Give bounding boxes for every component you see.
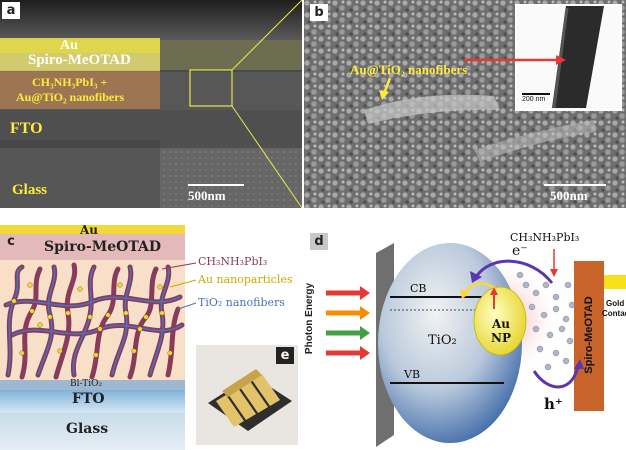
- panel-a-background: [0, 0, 302, 208]
- schematic-au-layer: [0, 225, 185, 234]
- perovskite-layer-label-1: CH₃NH₃PbI₃ +: [32, 75, 108, 89]
- perovskite-layer-highlight: [0, 71, 160, 109]
- tio2-label: TiO₂: [428, 333, 457, 348]
- legend-perovskite-label: CH₃NH₃PbI₃: [198, 255, 268, 268]
- gold-contact-label-1: Gold: [606, 299, 625, 308]
- vb-label: VB: [404, 368, 421, 381]
- gold-contact-label-2: Contact: [602, 309, 626, 318]
- device-photo-inset: [196, 345, 298, 445]
- spiro-meotad-bar: [574, 261, 604, 411]
- tem-inset-scale-label: 200 nm: [522, 96, 546, 103]
- panel-a-scale-label: 500nm: [188, 188, 226, 203]
- tio2-nf-pointer: [177, 302, 197, 310]
- legend-au-np-label: Au nanoparticles: [198, 273, 293, 286]
- zoom-line-bottom: [231, 105, 302, 208]
- schematic-spiro-layer: [0, 234, 185, 260]
- glass-layer-label: Glass: [12, 182, 48, 198]
- spiro-layer-highlight: [0, 53, 160, 71]
- legend-tio2-nf-label: TiO₂ nanofibers: [198, 296, 285, 309]
- nanofiber-label: Au@TiO₂ nanofibers: [350, 62, 468, 77]
- zoom-line-top: [231, 0, 302, 71]
- panel-b-sem-nanofibers: b Au@TiO₂ nanofibers 200 nm 500nm: [304, 0, 626, 208]
- spiro-layer-label: Spiro-MeOTAD: [28, 52, 131, 68]
- panel-e-letter: e: [276, 347, 294, 364]
- schematic-bl-tio2-label: Bl-TiO₂: [70, 379, 103, 389]
- au-nanoparticle: [473, 286, 527, 356]
- schematic-glass-layer: [0, 413, 185, 450]
- au-np-label-1: Au: [492, 317, 511, 331]
- schematic-spiro-label: Spiro-MeOTAD: [44, 239, 161, 255]
- au-nanoparticles: [11, 282, 173, 358]
- perovskite-pointer: [161, 262, 197, 270]
- cb-label: CB: [410, 282, 427, 295]
- schematic-fto-layer: [0, 390, 185, 413]
- panel-b-background: [304, 0, 626, 208]
- spiro-label-d: Spiro-MeOTAD: [583, 296, 595, 374]
- panel-b-letter: b: [310, 4, 328, 21]
- panel-b-scale-bar: [544, 184, 606, 186]
- panel-a-sem-cross-section: a Au Spiro-MeOTAD CH₃NH₃PbI₃ + Au@TiO₂ n…: [0, 0, 302, 208]
- electron-transfer-arrow: [474, 259, 554, 284]
- hole-transfer-arrow: [532, 364, 580, 389]
- panel-d-letter: d: [310, 233, 328, 250]
- perovskite-particles: [516, 271, 576, 371]
- zoom-region-box: [189, 69, 233, 107]
- panel-b-scale-label: 500nm: [550, 188, 588, 203]
- fto-layer-label: FTO: [10, 120, 43, 137]
- panel-d-diagram: [326, 243, 626, 447]
- hole-label: h⁺: [544, 395, 563, 413]
- au-np-pointer: [169, 279, 197, 288]
- gold-contact-bar: [604, 275, 626, 289]
- schematic-glass-label: Glass: [66, 421, 109, 437]
- photon-arrows: [326, 286, 370, 360]
- panel-c-device-schematic: c Au Spiro-MeOTAD Bl-TiO₂ FTO Glass CH₃N…: [0, 225, 300, 450]
- panel-d-band-diagram: d Photon Energy CB TiO₂ VB Au NP CH₃NH₃P…: [304, 225, 626, 450]
- electron-label: e⁻: [512, 243, 528, 259]
- au-layer-label: Au: [60, 38, 78, 53]
- schematic-fto-label: FTO: [72, 391, 105, 407]
- panel-a-scale-bar: [188, 184, 244, 186]
- perovskite-layer-label-2: Au@TiO₂ nanofibers: [16, 90, 125, 104]
- perovskite-label-d: CH₃NH₃PbI₃: [510, 231, 580, 244]
- panel-a-letter: a: [2, 2, 20, 19]
- schematic-au-label: Au: [80, 225, 99, 237]
- au-layer-highlight: [0, 38, 160, 53]
- schematic-bl-tio2-layer: [0, 380, 185, 390]
- photon-energy-label: Photon Energy: [304, 282, 316, 355]
- panel-c-schematic: [0, 225, 298, 450]
- panel-c-letter: c: [7, 234, 15, 249]
- au-np-label-2: NP: [491, 331, 511, 345]
